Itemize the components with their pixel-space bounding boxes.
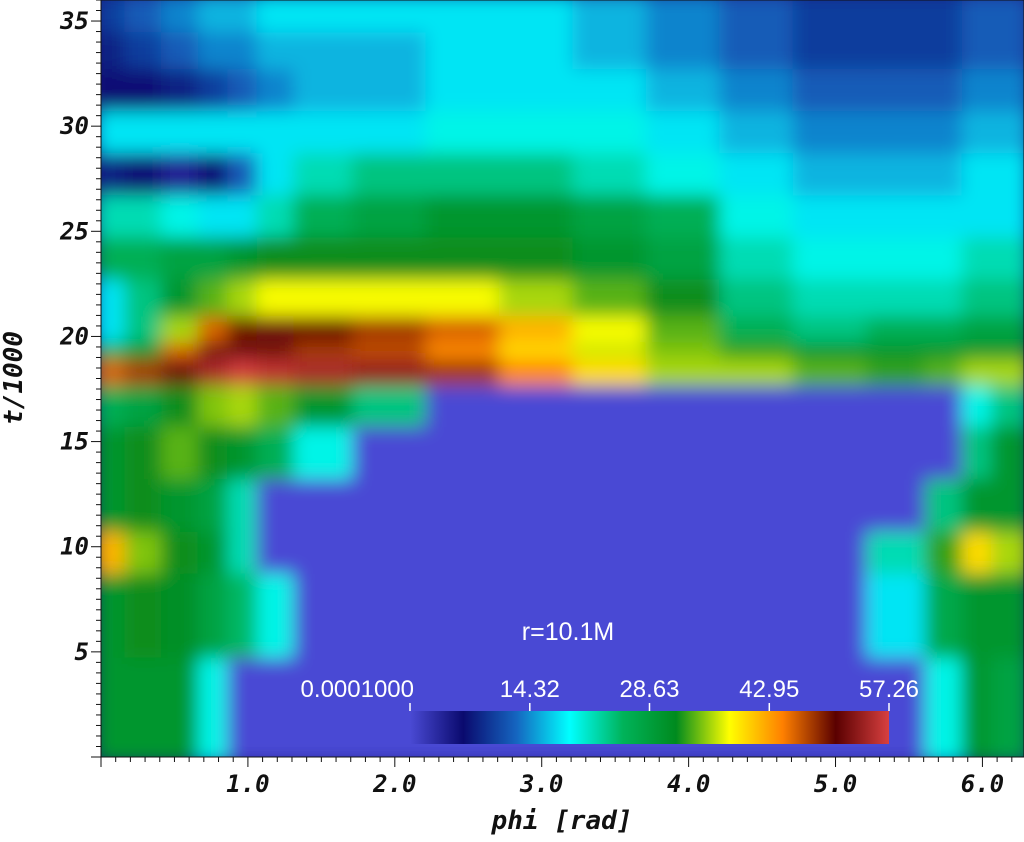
y-tick-label: 35 [59, 7, 89, 35]
colorbar: 0.0001000 14.32 28.63 42.95 57.26 [301, 676, 919, 744]
x-axis-title: phi [rad] [491, 806, 633, 836]
y-tick-label: 30 [59, 112, 89, 140]
heatmap-cell [991, 561, 1024, 658]
x-tick-label: 2.0 [372, 770, 416, 798]
y-tick-label: 10 [60, 533, 89, 561]
x-tick-label: 6.0 [961, 770, 1004, 798]
heatmap-cell [498, 561, 585, 658]
radius-annotation: r=10.1M [522, 618, 614, 646]
y-tick-label: 5 [75, 638, 89, 666]
y-tick-label: 20 [59, 322, 89, 350]
heatmap-cell [645, 645, 732, 757]
x-tick-label: 4.0 [667, 770, 710, 798]
y-tick-label: 15 [60, 428, 89, 456]
heatmap-cell [792, 0, 879, 33]
heatmap-cell [991, 0, 1024, 33]
heatmap-cell [352, 561, 438, 658]
heatmap-cell [719, 645, 805, 757]
x-tick-label: 5.0 [814, 770, 857, 798]
heatmap-cell [425, 561, 511, 658]
x-axis: 1.0 2.0 3.0 4.0 5.0 6.0 [100, 757, 1013, 798]
heatmap-cell [645, 561, 732, 658]
heatmap-cell [425, 645, 511, 757]
heatmap-cell [792, 561, 879, 658]
y-axis: 5 10 15 20 25 30 35 [59, 0, 101, 758]
colorbar-tick-label: 0.0001000 [301, 676, 414, 703]
y-tick-label: 25 [59, 217, 89, 245]
heatmap-cell [792, 645, 879, 757]
x-tick-label: 1.0 [226, 770, 269, 798]
heatmap-cell [352, 0, 438, 33]
heatmap-cell [719, 561, 805, 658]
heatmap-cell [719, 0, 805, 33]
colorbar-ticks: 0.0001000 14.32 28.63 42.95 57.26 [301, 676, 919, 711]
field-cells [101, 0, 1024, 757]
x-tick-label: 3.0 [519, 770, 563, 798]
heatmap-cell [572, 645, 658, 757]
heatmap-cell [425, 0, 511, 33]
colorbar-tick-label: 57.26 [859, 676, 919, 703]
heatmap-cell [991, 645, 1024, 757]
heatmap-cell [572, 561, 658, 658]
heatmap-cell [498, 645, 585, 757]
y-axis-title: t/1000 [0, 331, 29, 425]
colorbar-tick-label: 14.32 [500, 676, 560, 703]
colorbar-tick-label: 42.95 [739, 676, 799, 703]
heatmap-cell [498, 0, 585, 33]
heatmap-cell [572, 0, 658, 33]
heatmap-cell [352, 645, 438, 757]
colorbar-gradient [410, 711, 889, 744]
plot-area [101, 0, 1024, 757]
colorbar-tick-label: 28.63 [619, 676, 679, 703]
heatmap-cell [645, 0, 732, 33]
